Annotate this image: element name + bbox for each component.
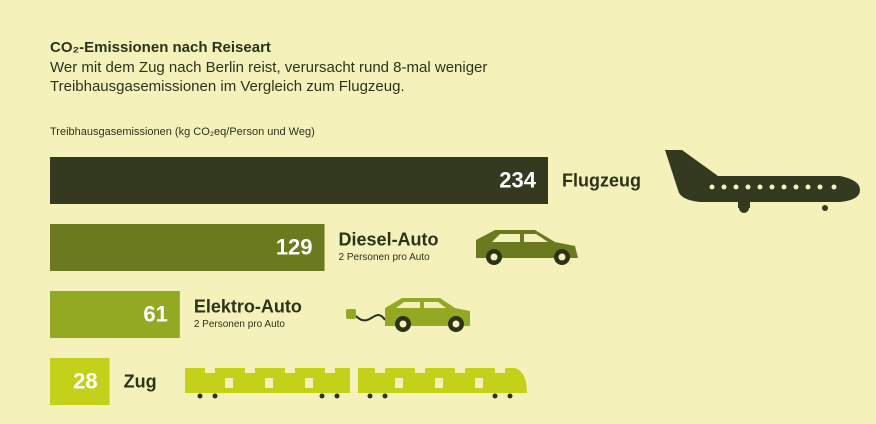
category-label: Elektro-Auto: [194, 296, 302, 316]
bar: [50, 224, 325, 271]
bar: [50, 358, 110, 405]
bar: [50, 157, 548, 204]
category-label: Diesel-Auto: [339, 229, 439, 249]
chart-title: CO₂-Emissionen nach Reiseart: [50, 39, 271, 56]
subtitle-line: Treibhausgasemissionen im Vergleich zum …: [50, 78, 405, 95]
category-note: 2 Personen pro Auto: [194, 319, 286, 330]
subtitle-line: Wer mit dem Zug nach Berlin reist, verur…: [50, 59, 487, 76]
category-note: 2 Personen pro Auto: [339, 252, 431, 263]
value-label: 234: [499, 167, 536, 192]
category-label: Zug: [124, 371, 157, 391]
bar: [50, 291, 180, 338]
diesel-car-icon: [476, 230, 578, 265]
plane-icon: [665, 150, 860, 213]
value-label: 28: [73, 368, 97, 393]
value-label: 129: [276, 234, 313, 259]
chart-subtitle: Wer mit dem Zug nach Berlin reist, verur…: [50, 59, 487, 95]
train-icon: [185, 368, 527, 399]
value-label: 61: [143, 301, 167, 326]
electric-car-icon: [346, 298, 470, 332]
axis-label: Treibhausgasemissionen (kg CO₂eq/Person …: [50, 126, 315, 138]
category-label: Flugzeug: [562, 170, 641, 190]
